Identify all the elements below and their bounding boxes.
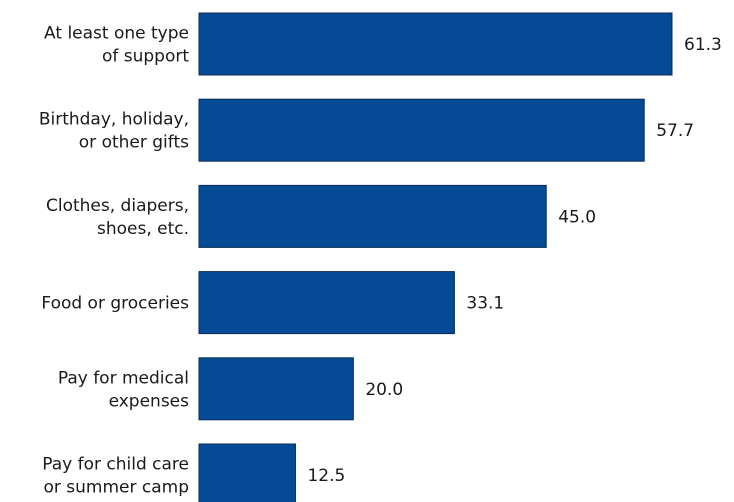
- bar-5: [198, 443, 296, 502]
- category-label-3: Food or groceries: [41, 294, 189, 314]
- value-label-0: 61.3: [684, 35, 722, 55]
- bar-0: [198, 12, 673, 76]
- category-label-2: Clothes, diapers, shoes, etc.: [46, 196, 189, 239]
- category-label-0: At least one type of support: [44, 24, 189, 67]
- value-label-5: 12.5: [307, 466, 345, 486]
- value-label-1: 57.7: [656, 121, 694, 141]
- category-label-line: or summer camp: [43, 478, 189, 498]
- category-label-line: Clothes, diapers,: [46, 196, 189, 216]
- category-label-line: of support: [102, 47, 189, 67]
- category-label-5: Pay for child care or summer camp: [42, 455, 189, 498]
- category-label-1: Birthday, holiday, or other gifts: [39, 110, 189, 153]
- category-label-line: Food or groceries: [41, 294, 189, 314]
- category-label-4: Pay for medical expenses: [58, 368, 189, 411]
- bars-layer: At least one type of support 61.3 Birthday,…: [39, 12, 722, 502]
- category-label-line: or other gifts: [79, 133, 189, 153]
- category-label-line: Pay for medical: [58, 368, 189, 388]
- category-label-line: At least one type: [44, 24, 189, 44]
- bar-3: [198, 271, 455, 335]
- bar-1: [198, 98, 645, 162]
- value-label-2: 45.0: [558, 207, 596, 227]
- bar-2: [198, 184, 547, 248]
- value-label-4: 20.0: [365, 380, 403, 400]
- category-label-line: Pay for child care: [42, 455, 189, 475]
- category-label-line: shoes, etc.: [97, 219, 189, 239]
- category-label-line: expenses: [109, 391, 190, 411]
- bar-4: [198, 357, 354, 421]
- category-label-line: Birthday, holiday,: [39, 110, 189, 130]
- value-label-3: 33.1: [466, 294, 504, 314]
